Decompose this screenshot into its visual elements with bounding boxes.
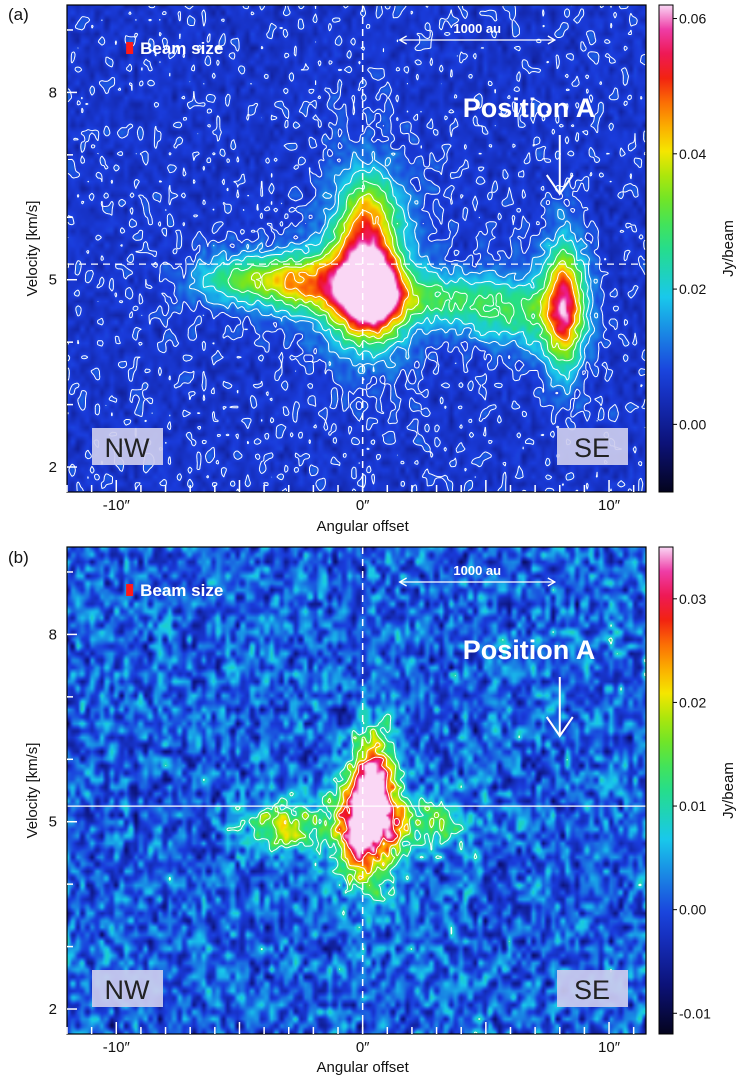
beam-size-label: Beam size [140, 581, 223, 600]
contour-level-3 [283, 742, 409, 880]
x-tick-label: -10″ [103, 497, 131, 514]
contour-level-5 [250, 193, 582, 351]
colorbar-tick-label: 0.04 [679, 146, 706, 162]
colorbar: -0.01 0.00 0.01 0.02 0.03 Jy/beam [658, 546, 737, 1035]
beam-size-marker [126, 42, 134, 54]
contour-level-2 [189, 150, 599, 396]
y-axis: 2 5 8 Velocity [km/s] [24, 571, 77, 1018]
emission-map [67, 547, 646, 1034]
panel-label: (a) [8, 5, 29, 24]
y-tick-label: 2 [49, 1001, 57, 1018]
se-label: SE [574, 433, 610, 463]
y-tick-label: 2 [49, 459, 57, 476]
panel-label: (b) [8, 548, 29, 567]
x-tick-label: 0″ [356, 1039, 370, 1056]
scale-bar-label: 1000 au [453, 21, 501, 36]
panel-b: -10″ 0″ 10″ Angular offset 2 5 8 Velocity [km/s… [8, 546, 737, 1076]
scale-bar-arrowheads [398, 35, 557, 45]
colorbar-tick-label: 0.02 [679, 281, 706, 297]
colorbar-label: Jy/beam [720, 762, 737, 819]
nw-label: NW [105, 975, 150, 1005]
contour-level-1 [67, 5, 646, 492]
x-tick-label: 10″ [598, 1039, 621, 1056]
colorbar-tick-label: 0.01 [679, 798, 706, 814]
x-tick-label: 10″ [598, 497, 621, 514]
colorbar-tick-label: 0.06 [679, 11, 706, 27]
panel-a: -10″ 0″ 10″ Angular offset 2 5 8 Velocity [km/s… [8, 4, 737, 535]
position-a-label: Position A [463, 635, 596, 665]
annotations: Beam size 1000 au Position A NW SE [92, 563, 628, 1007]
y-tick-label: 8 [49, 626, 57, 643]
plot-frame [66, 4, 647, 493]
contour-level-4 [227, 180, 585, 362]
contour-lines [67, 5, 646, 492]
y-tick-label: 5 [49, 814, 57, 831]
x-axis: -10″ 0″ 10″ Angular offset [66, 480, 635, 535]
annotations: Beam size 1000 au Position A NW SE [92, 21, 628, 465]
emission-map [67, 5, 646, 492]
beam-size-marker [126, 584, 134, 596]
nw-box [92, 970, 163, 1007]
scale-bar-arrowheads [398, 577, 557, 587]
plot-frame [66, 546, 647, 1035]
y-axis-label: Velocity [km/s] [24, 743, 41, 839]
x-axis-label: Angular offset [317, 518, 410, 535]
y-axis-label: Velocity [km/s] [24, 201, 41, 297]
colorbar-tick-label: -0.01 [679, 1005, 711, 1021]
se-box [557, 428, 628, 465]
contour-level-4 [338, 756, 401, 862]
colorbar-tick-label: 0.02 [679, 694, 706, 710]
colorbar-gradient [658, 4, 674, 493]
y-tick-label: 8 [49, 84, 57, 101]
x-tick-label: -10″ [103, 1039, 131, 1056]
nw-box [92, 428, 163, 465]
y-tick-label: 5 [49, 272, 57, 289]
position-a-label: Position A [463, 93, 596, 123]
contour-level-2 [259, 728, 445, 886]
colorbar-tick-label: 0.00 [679, 902, 706, 918]
y-axis: 2 5 8 Velocity [km/s] [24, 29, 77, 476]
x-axis: -10″ 0″ 10″ Angular offset [66, 1022, 635, 1076]
contour-level-3 [202, 166, 590, 381]
colorbar-tick-label: 0.00 [679, 416, 706, 432]
colorbar-tick-label: 0.03 [679, 591, 706, 607]
scale-bar-label: 1000 au [453, 563, 501, 578]
colorbar-label: Jy/beam [720, 220, 737, 277]
nw-label: NW [105, 433, 150, 463]
se-label: SE [574, 975, 610, 1005]
position-a-arrowhead [545, 716, 574, 738]
position-a-arrowhead [545, 174, 574, 196]
beam-size-label: Beam size [140, 39, 223, 58]
colorbar-gradient [658, 546, 674, 1035]
x-tick-label: 0″ [356, 497, 370, 514]
se-box [557, 970, 628, 1007]
x-axis-label: Angular offset [317, 1059, 410, 1076]
colorbar: 0.00 0.02 0.04 0.06 Jy/beam [658, 4, 737, 493]
